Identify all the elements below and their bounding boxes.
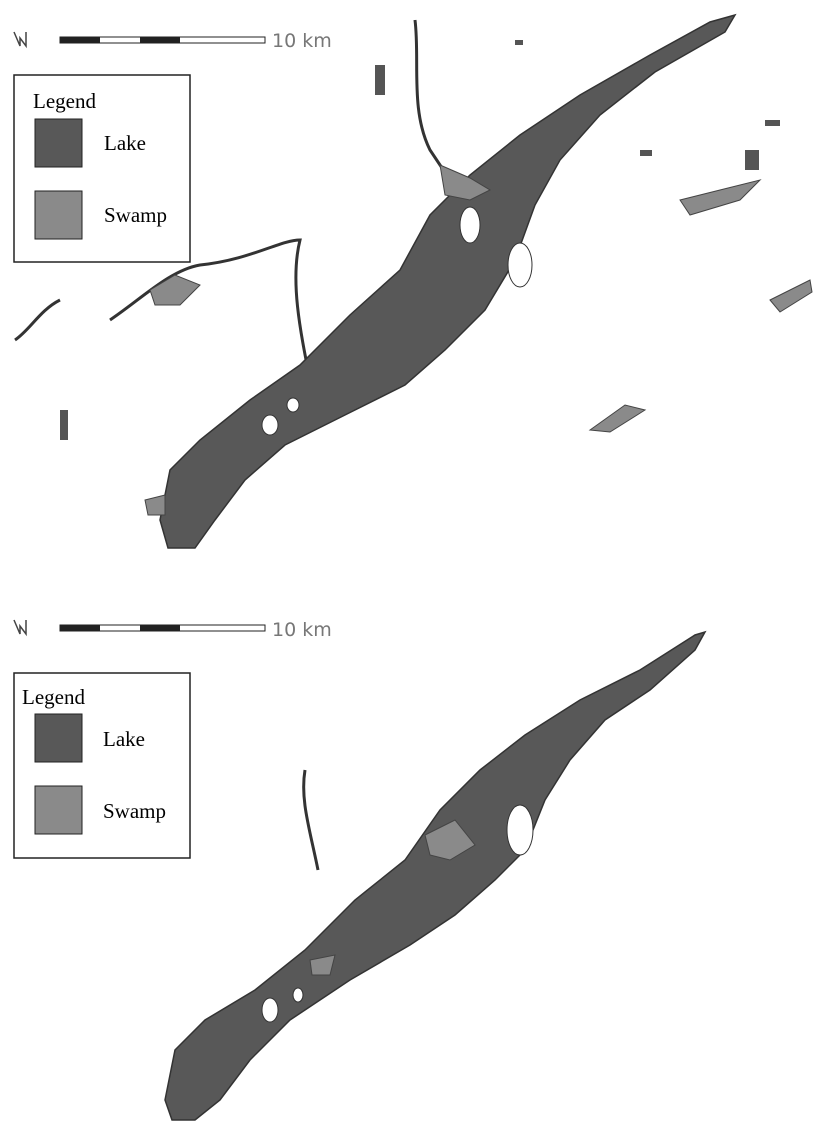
map-top: 10 km Legend Lake Swamp (14, 15, 812, 548)
island (460, 207, 480, 243)
legend-item: Swamp (103, 799, 166, 823)
lake (165, 632, 705, 1120)
legend-swatch (35, 714, 82, 762)
island (508, 243, 532, 287)
river (415, 20, 450, 180)
swamp (770, 280, 812, 312)
pond (640, 150, 652, 156)
island (262, 998, 278, 1022)
island (287, 398, 299, 412)
scale-bar-segment (140, 37, 180, 43)
swamp (150, 275, 200, 305)
north-arrow (14, 32, 26, 46)
pond (745, 150, 759, 170)
legend-swatch (35, 786, 82, 834)
legend-item: Swamp (104, 203, 167, 227)
page: 10 km Legend Lake Swamp 10 km Legend Lak… (0, 0, 822, 1126)
pond (375, 65, 385, 95)
legend-item: Lake (104, 131, 146, 155)
scale-label: 10 km (272, 30, 332, 52)
pond (515, 40, 523, 45)
map-figure: 10 km Legend Lake Swamp 10 km Legend Lak… (0, 0, 822, 1126)
river (15, 300, 60, 340)
legend-item: Lake (103, 727, 145, 751)
pond (60, 410, 68, 440)
lake (160, 15, 735, 548)
scale-bar-segment (140, 625, 180, 631)
north-arrow (14, 620, 26, 634)
pond (765, 120, 780, 126)
scale-bar-segment (60, 625, 100, 631)
swamp (145, 495, 165, 515)
island (262, 415, 278, 435)
legend-title: Legend (22, 685, 85, 709)
swamp (680, 180, 760, 215)
legend-swatch (35, 191, 82, 239)
scale-bar-segment (60, 37, 100, 43)
swamp (590, 405, 645, 432)
river (304, 770, 318, 870)
map-bottom: 10 km Legend Lake Swamp (14, 619, 705, 1120)
legend-swatch (35, 119, 82, 167)
island (293, 988, 303, 1002)
legend-title: Legend (33, 89, 96, 113)
island (507, 805, 533, 855)
scale-label: 10 km (272, 619, 332, 641)
